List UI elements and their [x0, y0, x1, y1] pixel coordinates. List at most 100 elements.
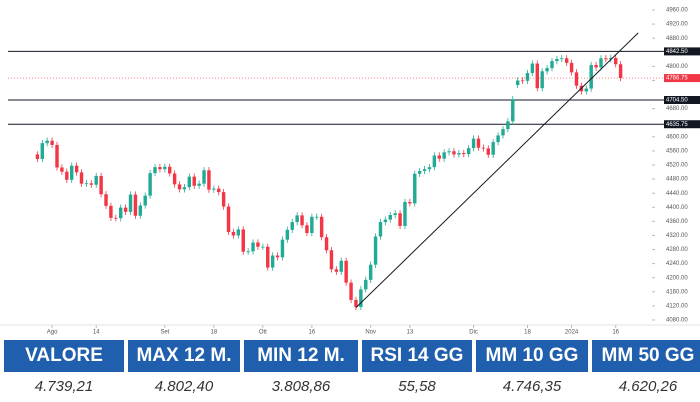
candle-body — [280, 239, 285, 258]
candle-body — [496, 135, 500, 143]
level-tag-label: 4704.50 — [666, 98, 688, 104]
header-cell: MIN 12 M. — [244, 340, 358, 372]
candle-body — [300, 215, 304, 226]
candle-body — [334, 269, 339, 272]
candle-body — [319, 216, 324, 238]
candle-body — [251, 242, 255, 252]
y-tick-label: 4800.00 — [666, 64, 688, 70]
candle-body — [172, 173, 177, 185]
candle-body — [427, 167, 432, 170]
candle-body — [123, 207, 128, 212]
candle-body — [599, 58, 603, 68]
candle-body — [104, 194, 108, 206]
candle-body — [40, 143, 45, 160]
y-tick-label: 4240.00 — [666, 261, 688, 267]
candle-body — [217, 188, 221, 193]
candle-body — [128, 194, 133, 212]
candle-body — [368, 264, 373, 280]
y-tick-label: 4680.00 — [666, 106, 688, 112]
candle-body — [476, 138, 481, 148]
candle-body — [55, 144, 59, 168]
candle-body — [285, 229, 290, 240]
value-cell: 4.620,26 — [618, 378, 678, 395]
candle-body — [560, 58, 564, 60]
candle-body — [354, 299, 358, 307]
candle-body — [447, 151, 451, 153]
candle-body — [388, 215, 392, 220]
candle-body — [373, 236, 378, 265]
candle-body — [275, 255, 280, 258]
candle-body — [192, 176, 196, 186]
candle-body — [168, 166, 172, 174]
y-tick-label: 4320.00 — [666, 233, 688, 239]
y-tick-label: 4480.00 — [666, 177, 688, 183]
candle-body — [74, 165, 79, 173]
y-tick-label: 4400.00 — [666, 205, 688, 211]
candle-body — [344, 260, 348, 283]
candle-body — [231, 231, 236, 236]
candle-body — [403, 201, 407, 226]
price-tag-label: 4766.75 — [666, 76, 688, 82]
candle-body — [226, 206, 231, 232]
candle-body — [408, 201, 412, 204]
candle-body — [525, 73, 530, 81]
y-tick-label: 4600.00 — [666, 134, 688, 140]
candle-body — [148, 173, 152, 196]
candle-body — [569, 62, 574, 73]
candle-body — [182, 187, 187, 190]
level-tag — [664, 120, 700, 129]
x-tick-label: Ott — [259, 330, 267, 336]
candle-body — [515, 80, 520, 86]
candle-body — [393, 213, 397, 216]
x-tick-label: 18 — [210, 330, 217, 336]
stats-table: VALORE MAX 12 M. MIN 12 M. RSI 14 GG MM 10 G… — [0, 340, 700, 400]
candle-body — [315, 216, 319, 218]
y-tick-label: 4960.00 — [666, 8, 688, 14]
candle-body — [540, 71, 544, 89]
candle-body — [207, 170, 211, 190]
y-tick-label: 4440.00 — [666, 191, 688, 197]
candle-body — [462, 153, 466, 155]
candle-body — [501, 129, 505, 136]
candle-body — [89, 183, 94, 185]
candle-body — [442, 152, 446, 159]
x-tick-label: 16 — [612, 330, 619, 336]
x-tick-label: Ago — [47, 330, 58, 336]
y-tick-label: 4120.00 — [666, 303, 688, 309]
candle-body — [339, 260, 343, 272]
candle-body — [221, 192, 226, 207]
candle-body — [398, 213, 402, 226]
candle-body — [197, 183, 201, 186]
candle-body — [422, 169, 427, 171]
candle-body — [466, 148, 471, 155]
candle-body — [143, 195, 147, 206]
candle-body — [613, 57, 618, 65]
candle-body — [437, 155, 441, 159]
candle-body — [511, 99, 515, 122]
y-tick-label: 4520.00 — [666, 163, 688, 169]
candle-body — [84, 183, 89, 185]
candle-body — [138, 205, 143, 216]
candle-body — [133, 194, 138, 216]
header-cell: MAX 12 M. — [128, 340, 240, 372]
x-tick-label: 2024 — [565, 330, 579, 336]
candle-body — [457, 153, 461, 155]
candle-body — [486, 148, 490, 155]
candle-body — [413, 173, 417, 204]
candle-body — [187, 176, 192, 188]
candle-body — [310, 216, 314, 233]
candle-body — [270, 255, 275, 268]
candle-body — [432, 155, 437, 168]
candle-body — [35, 154, 40, 160]
value-cell: 4.746,35 — [502, 378, 562, 395]
y-tick-label: 4280.00 — [666, 247, 688, 253]
candle-body — [295, 215, 299, 223]
candle-body — [329, 250, 334, 270]
y-tick-label: 4880.00 — [666, 36, 688, 42]
candle-body — [109, 205, 113, 218]
x-tick-label: 18 — [524, 330, 531, 336]
candle-body — [114, 217, 118, 219]
header-cell: MM 50 GG — [592, 340, 700, 372]
candle-body — [378, 222, 383, 237]
